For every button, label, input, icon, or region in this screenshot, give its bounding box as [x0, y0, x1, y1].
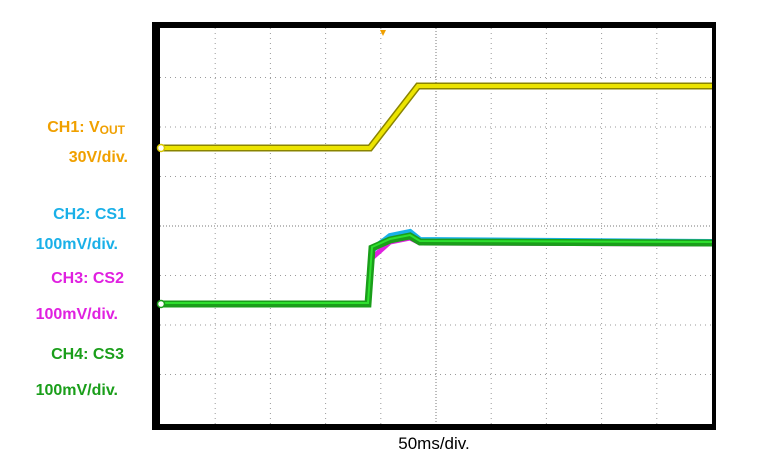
ch2-scale: 100mV/div.: [36, 236, 118, 253]
ch4-name: CH4: CS3: [51, 346, 124, 363]
ch3-scale: 100mV/div.: [36, 306, 118, 323]
traces: [160, 82, 713, 308]
graticule: [160, 28, 712, 424]
timebase: 50ms/div.: [398, 434, 470, 453]
ch4-scale: 100mV/div.: [36, 382, 118, 399]
ch3-name: CH3: CS2: [51, 270, 124, 287]
ch4-trace-highlight: [160, 233, 713, 304]
ch2-name: CH2: CS1: [53, 206, 126, 223]
ch1-scale: 30V/div.: [69, 149, 128, 166]
ch1-trace: [160, 84, 712, 150]
ch1-name-subscript: OUT: [100, 123, 126, 137]
ch1-name: CH1: VOUT: [47, 119, 125, 137]
ch1-name-main: CH1: V: [47, 119, 100, 136]
trigger-marker: [380, 30, 386, 36]
ch1-ground-marker: [156, 143, 166, 153]
ch4-ground-marker: [156, 299, 166, 309]
